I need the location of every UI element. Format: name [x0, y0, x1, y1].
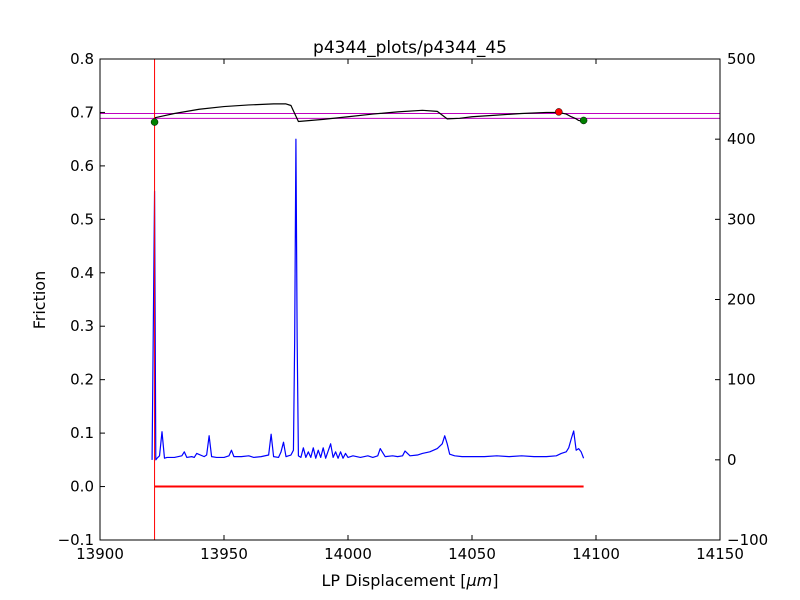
x-tick-label: 14000 [324, 545, 372, 563]
y-left-tick-label: 0.5 [70, 210, 94, 228]
chart-title: p4344_plots/p4344_45 [313, 38, 507, 58]
y-left-tick-label: −0.1 [58, 531, 94, 549]
series-line-1 [151, 138, 585, 461]
y-left-tick-label: 0.1 [70, 424, 94, 442]
y-right-tick-label: −100 [727, 531, 768, 549]
y-left-tick-label: 0.4 [70, 264, 94, 282]
series-layer [100, 59, 720, 540]
y-left-tick-label: 0.0 [70, 478, 94, 496]
y-left-axis-ticks: −0.1 0.0 0.1 0.2 0.3 0.4 0.5 0.6 0.7 0.8 [58, 50, 105, 549]
plot-area [100, 59, 720, 540]
marker-0 [150, 118, 159, 126]
marker-1 [555, 108, 563, 116]
y-right-tick-label: 0 [727, 451, 737, 469]
y-left-tick-label: 0.8 [70, 50, 94, 68]
x-tick-label: 13900 [76, 545, 124, 563]
y-right-tick-label: 500 [727, 50, 756, 68]
y-left-axis-label: Friction [30, 271, 49, 330]
x-axis-label-end: ] [492, 571, 498, 590]
y-right-tick-label: 400 [727, 130, 756, 148]
y-right-tick-label: 100 [727, 371, 756, 389]
plot-frame [99, 58, 721, 541]
y-right-axis-ticks: −100 0 100 200 300 400 500 [715, 50, 768, 549]
y-left-tick-label: 0.7 [70, 103, 94, 121]
x-axis-label-unit: μm [465, 571, 492, 590]
x-axis-ticks: 13900 13950 14000 14050 14100 14150 [76, 59, 744, 563]
x-tick-label: 14150 [696, 545, 744, 563]
x-tick-label: 14050 [448, 545, 496, 563]
plot-background [100, 59, 720, 540]
y-right-tick-label: 200 [727, 291, 756, 309]
x-axis-label: LP Displacement [μm] [322, 571, 499, 590]
x-tick-label: 13950 [200, 545, 248, 563]
y-left-tick-label: 0.6 [70, 157, 94, 175]
x-tick-label: 14100 [572, 545, 620, 563]
marker-2 [579, 116, 588, 125]
y-left-tick-label: 0.3 [70, 317, 94, 335]
x-axis-label-text: LP Displacement [ [322, 571, 467, 590]
y-right-tick-label: 300 [727, 210, 756, 228]
y-left-tick-label: 0.2 [70, 371, 94, 389]
